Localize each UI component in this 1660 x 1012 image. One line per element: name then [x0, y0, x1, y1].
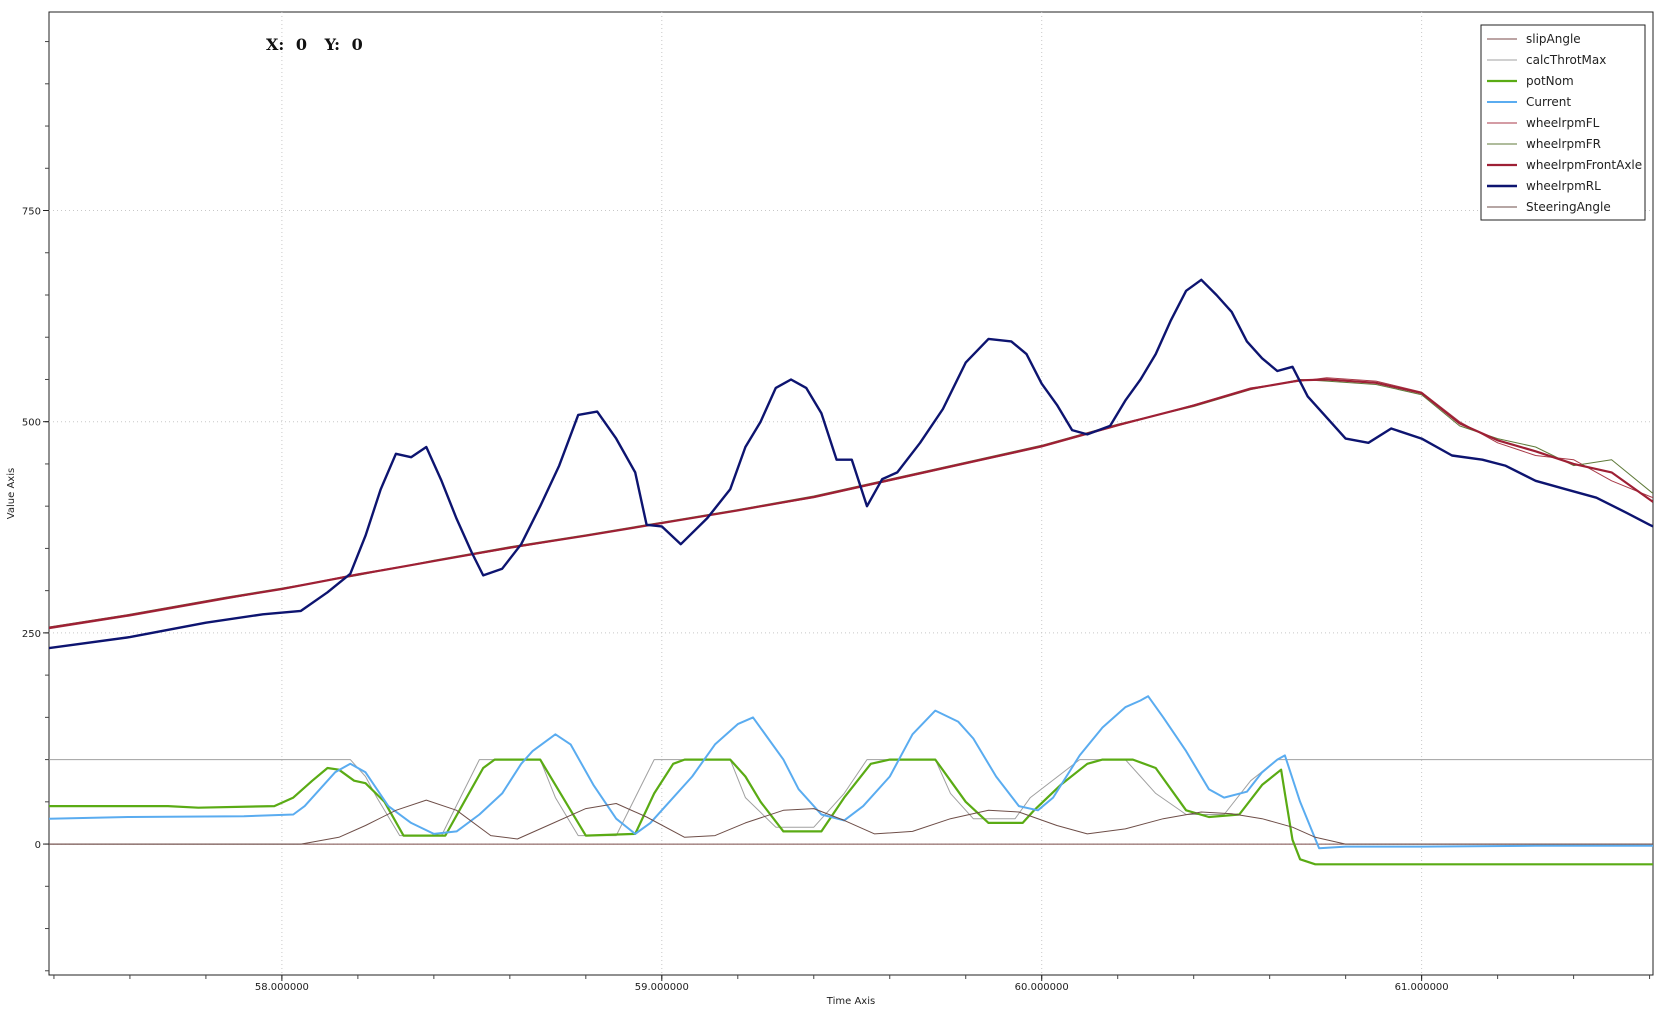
- x-tick-label: 61.000000: [1395, 982, 1449, 993]
- legend-label: wheelrpmFR: [1526, 137, 1601, 151]
- series-line-SteeringAngle: [49, 799, 1653, 845]
- series-line-wheelrpmRL: [49, 278, 1653, 650]
- legend-item-wheelrpmRL[interactable]: wheelrpmRL: [1487, 179, 1601, 193]
- x-axis-title: Time Axis: [826, 996, 875, 1007]
- plot-area[interactable]: [48, 11, 1654, 976]
- readout-x-label: X:: [266, 35, 284, 54]
- legend-item-SteeringAngle[interactable]: SteeringAngle: [1487, 200, 1611, 214]
- legend-item-calcThrotMax[interactable]: calcThrotMax: [1487, 53, 1606, 67]
- readout-y-label: Y:: [324, 35, 340, 54]
- legend-item-wheelrpmFR[interactable]: wheelrpmFR: [1487, 137, 1601, 151]
- legend-label: Current: [1526, 95, 1571, 109]
- legend-label: wheelrpmFrontAxle: [1526, 158, 1642, 172]
- legend-label: wheelrpmFL: [1526, 116, 1600, 130]
- cursor-readout: X: 0 Y: 0: [266, 35, 363, 54]
- y-tick-label: 750: [22, 207, 41, 218]
- y-axis-title: Value Axis: [6, 468, 17, 519]
- series-line-Current: [49, 695, 1653, 850]
- legend-label: SteeringAngle: [1526, 200, 1611, 214]
- series-layer: [49, 278, 1653, 866]
- legend-item-wheelrpmFrontAxle[interactable]: wheelrpmFrontAxle: [1487, 158, 1642, 172]
- legend-label: wheelrpmRL: [1526, 179, 1601, 193]
- y-tick-label: 250: [22, 629, 41, 640]
- series-line-wheelrpmFrontAxle: [49, 378, 1653, 629]
- legend-item-potNom[interactable]: potNom: [1487, 74, 1574, 88]
- legend-item-slipAngle[interactable]: slipAngle: [1487, 32, 1581, 46]
- legend-label: calcThrotMax: [1526, 53, 1606, 67]
- readout-y-value: 0: [352, 35, 363, 54]
- series-line-calcThrotMax: [49, 759, 1653, 837]
- legend-item-Current[interactable]: Current: [1487, 95, 1571, 109]
- readout-x-value: 0: [296, 35, 307, 54]
- y-tick-label: 500: [22, 418, 41, 429]
- tick-labels: 58.000000 59.000000 60.000000 61.000000 0 250…: [22, 41, 1651, 993]
- x-tick-label: 59.000000: [635, 982, 689, 993]
- y-tick-label: 0: [35, 840, 41, 851]
- legend[interactable]: slipAngle calcThrotMax potNom Current wheelr…: [1480, 24, 1646, 221]
- legend-label: slipAngle: [1526, 32, 1581, 46]
- legend-label: potNom: [1526, 74, 1574, 88]
- x-tick-label: 60.000000: [1015, 982, 1069, 993]
- x-tick-label: 58.000000: [255, 982, 309, 993]
- legend-item-wheelrpmFL[interactable]: wheelrpmFL: [1487, 116, 1600, 130]
- series-line-potNom: [49, 758, 1653, 866]
